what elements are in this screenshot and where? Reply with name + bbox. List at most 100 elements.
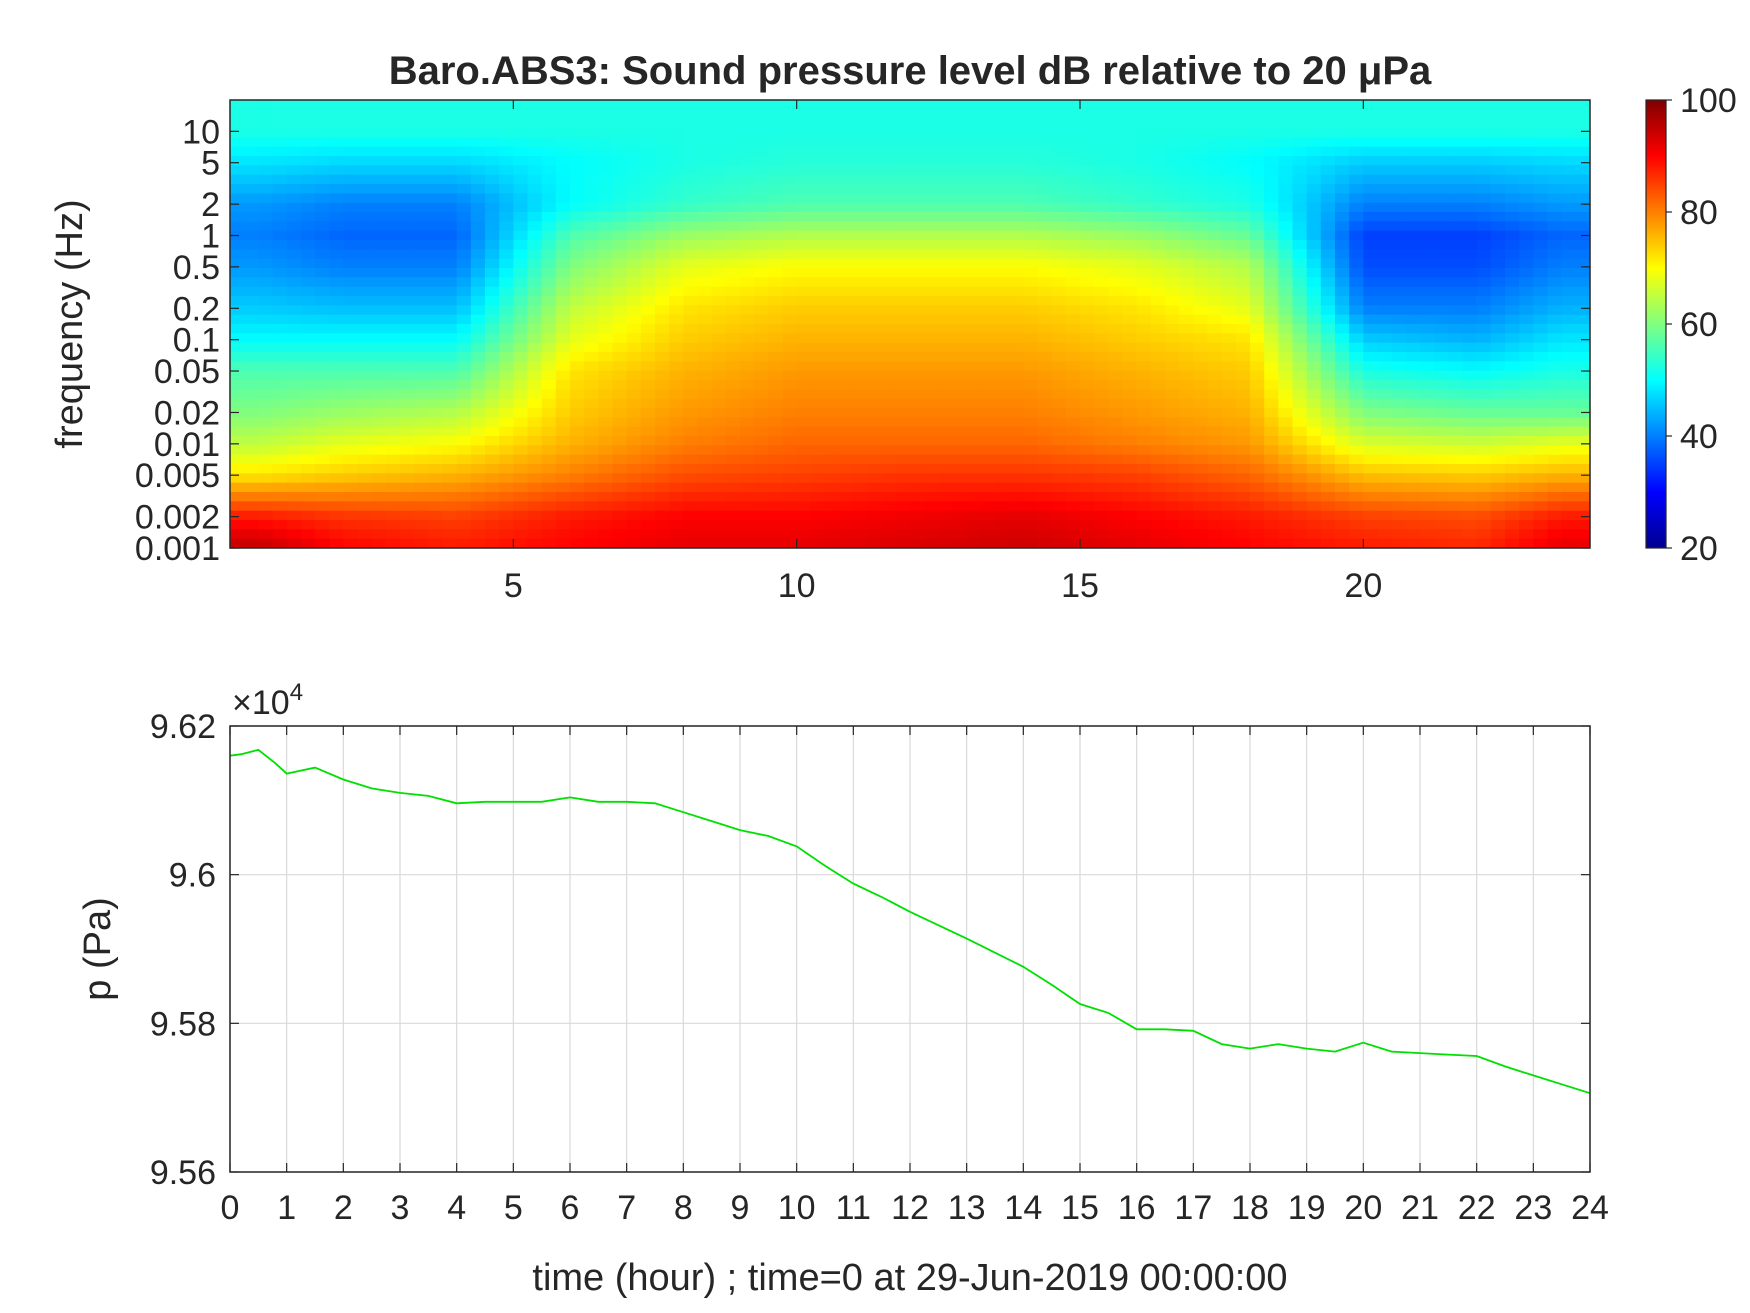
heatmap-cell	[711, 128, 727, 138]
heatmap-cell	[499, 268, 514, 278]
heatmap-y-tick-label: 0.002	[135, 499, 220, 537]
heatmap-cell	[1122, 277, 1138, 288]
heatmap-cell	[485, 333, 500, 344]
heatmap-cell	[895, 436, 911, 446]
heatmap-cell	[980, 128, 996, 138]
heatmap-cell	[1037, 538, 1053, 548]
heatmap-cell	[754, 482, 769, 493]
heatmap-cell	[867, 482, 883, 493]
heatmap-cell	[1094, 258, 1109, 269]
heatmap-cell	[442, 482, 458, 493]
heatmap-cell	[966, 352, 982, 362]
heatmap-cell	[825, 417, 840, 428]
heatmap-cell	[1320, 137, 1336, 148]
heatmap-cell	[669, 118, 684, 129]
heatmap-cell	[1051, 305, 1067, 316]
heatmap-cell	[1009, 268, 1024, 278]
heatmap-cell	[669, 137, 684, 148]
heatmap-cell	[655, 408, 670, 418]
heatmap-cell	[1009, 118, 1024, 129]
heatmap-cell	[300, 268, 316, 278]
heatmap-cell	[584, 118, 599, 129]
heatmap-cell	[1377, 380, 1393, 390]
heatmap-cell	[1561, 482, 1577, 493]
heatmap-cell	[1575, 520, 1590, 530]
heatmap-cell	[315, 501, 330, 512]
heatmap-cell	[1108, 221, 1124, 232]
heatmap-cell	[1150, 305, 1166, 316]
heatmap-cell	[485, 361, 500, 372]
heatmap-cell	[598, 324, 614, 334]
heatmap-cell	[952, 286, 968, 297]
heatmap-cell	[881, 342, 897, 353]
heatmap-cell	[853, 268, 869, 278]
heatmap-cell	[456, 436, 472, 446]
heatmap-cell	[428, 128, 444, 138]
heatmap-cell	[1448, 464, 1464, 474]
heatmap-cell	[258, 174, 274, 185]
heatmap-cell	[1221, 109, 1237, 120]
heatmap-cell	[428, 408, 444, 418]
heatmap-cell	[1434, 100, 1449, 110]
heatmap-cell	[329, 212, 344, 222]
heatmap-cell	[966, 277, 982, 288]
heatmap-cell	[428, 324, 444, 334]
heatmap-cell	[1193, 314, 1209, 325]
heatmap-cell	[910, 277, 925, 288]
heatmap-cell	[300, 380, 316, 390]
heatmap-cell	[485, 277, 500, 288]
heatmap-cell	[725, 380, 741, 390]
heatmap-cell	[1490, 296, 1506, 306]
heatmap-cell	[725, 109, 741, 120]
heatmap-cell	[584, 445, 599, 456]
heatmap-cell	[881, 436, 897, 446]
heatmap-cell	[640, 296, 656, 306]
heatmap-cell	[428, 165, 444, 176]
heatmap-cell	[400, 473, 415, 484]
heatmap-cell	[683, 258, 699, 269]
heatmap-cell	[612, 268, 628, 278]
heatmap-cell	[1080, 538, 1095, 548]
heatmap-cell	[1349, 277, 1364, 288]
heatmap-cell	[1505, 529, 1520, 540]
heatmap-cell	[555, 510, 571, 521]
heatmap-cell	[513, 305, 529, 316]
heatmap-cell	[499, 408, 514, 418]
heatmap-cell	[782, 314, 798, 325]
heatmap-cell	[329, 314, 344, 325]
heatmap-cell	[385, 118, 401, 129]
heatmap-cell	[754, 202, 769, 213]
heatmap-cell	[895, 492, 911, 502]
heatmap-cell	[754, 342, 769, 353]
heatmap-cell	[1349, 268, 1364, 278]
heatmap-cell	[300, 361, 316, 372]
heatmap-cell	[980, 212, 996, 222]
heatmap-cell	[782, 193, 798, 204]
heatmap-cell	[966, 398, 982, 409]
heatmap-cell	[1009, 408, 1024, 418]
heatmap-cell	[1278, 109, 1294, 120]
heatmap-cell	[1179, 286, 1194, 297]
heatmap-cell	[853, 501, 869, 512]
heatmap-cell	[1363, 109, 1379, 120]
heatmap-cell	[881, 156, 897, 166]
heatmap-cell	[244, 473, 259, 484]
heatmap-cell	[414, 212, 429, 222]
heatmap-cell	[881, 184, 897, 194]
heatmap-cell	[612, 473, 628, 484]
heatmap-cell	[740, 538, 755, 548]
heatmap-cell	[1533, 240, 1549, 250]
heatmap-cell	[1306, 202, 1322, 213]
heatmap-cell	[300, 137, 316, 148]
heatmap-cell	[1122, 258, 1138, 269]
heatmap-cell	[1476, 240, 1492, 250]
heatmap-cell	[924, 109, 939, 120]
heatmap-cell	[400, 538, 415, 548]
heatmap-cell	[1009, 305, 1024, 316]
heatmap-cell	[810, 380, 826, 390]
heatmap-cell	[1051, 529, 1067, 540]
heatmap-cell	[513, 333, 529, 344]
heatmap-cell	[782, 268, 798, 278]
heatmap-cell	[244, 240, 259, 250]
heatmap-cell	[1108, 137, 1124, 148]
